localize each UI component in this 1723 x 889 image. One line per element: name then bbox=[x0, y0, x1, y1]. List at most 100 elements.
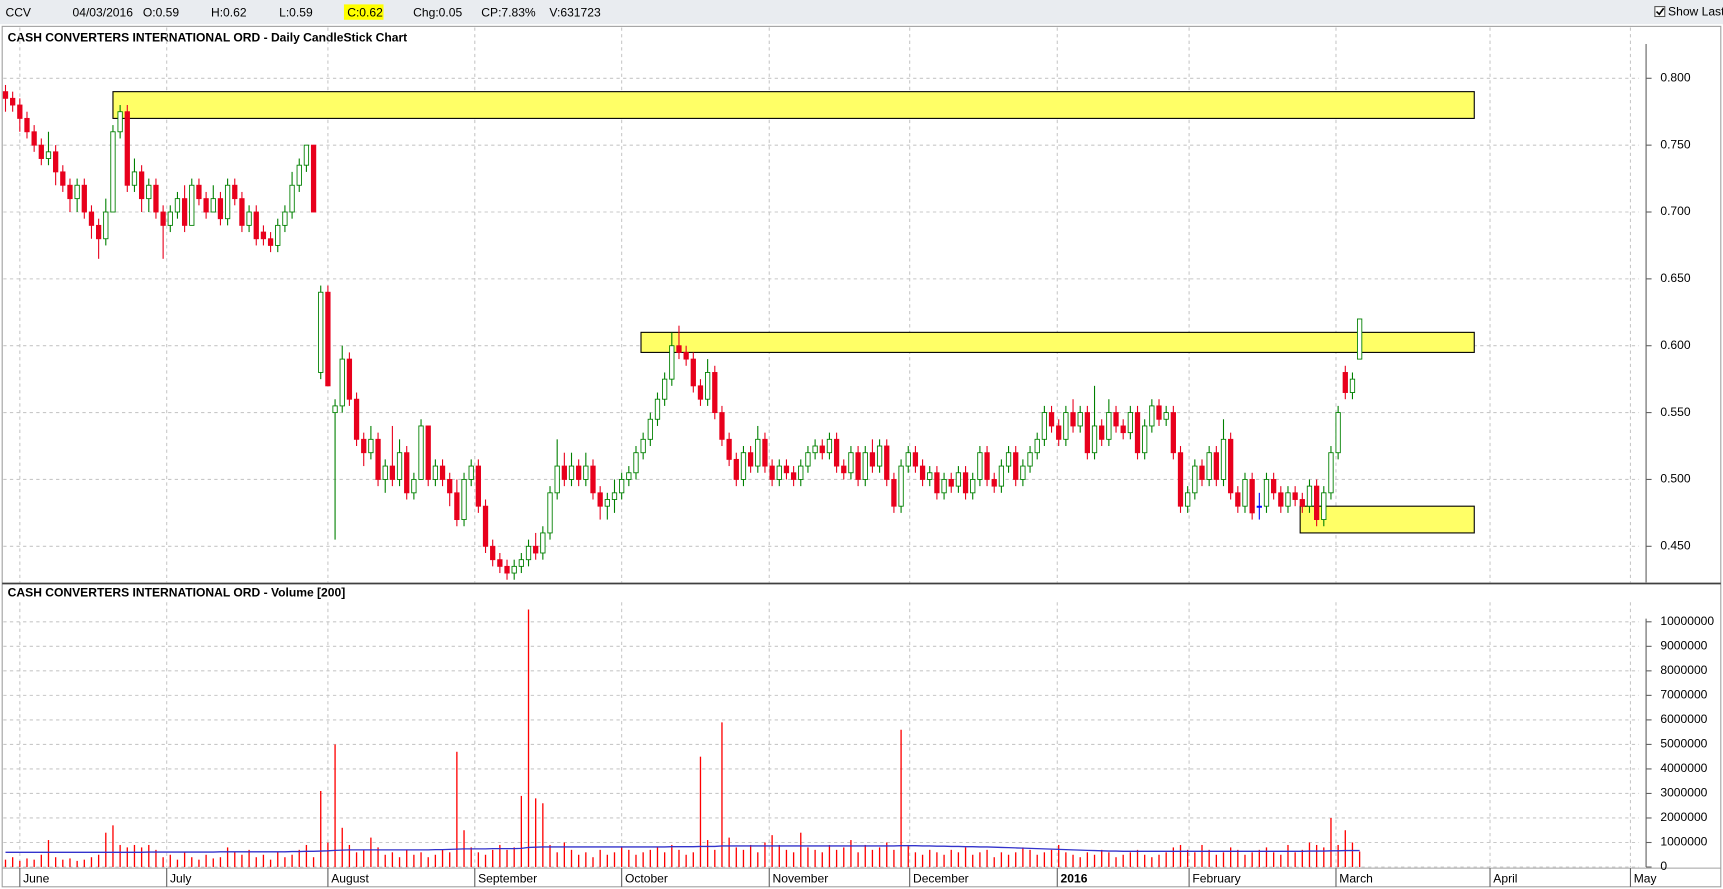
candle-body bbox=[1235, 492, 1241, 507]
candle-body bbox=[1084, 412, 1091, 454]
date: 04/03/2016 bbox=[73, 5, 134, 19]
y-tick-label: 0.550 bbox=[1660, 405, 1691, 419]
candle-body bbox=[1077, 412, 1083, 427]
candle-body bbox=[583, 465, 589, 480]
candle-body bbox=[1034, 438, 1040, 454]
candle-body bbox=[10, 97, 16, 106]
show-last-checkbox[interactable] bbox=[1654, 6, 1666, 18]
candle-body bbox=[1228, 438, 1234, 494]
candle-body bbox=[88, 211, 95, 226]
candle-body bbox=[110, 131, 116, 213]
show-last-label[interactable]: Show Last bbox=[1668, 4, 1723, 18]
low: L:0.59 bbox=[279, 5, 313, 19]
candle-body bbox=[17, 104, 23, 119]
candle-body bbox=[898, 465, 904, 507]
candle-body bbox=[2, 91, 9, 99]
y-tick-label: 0.450 bbox=[1660, 538, 1691, 552]
candle-body bbox=[934, 472, 940, 494]
candle-body bbox=[633, 452, 639, 474]
x-tick-label: September bbox=[478, 871, 537, 885]
x-tick-label: 2016 bbox=[1061, 871, 1088, 885]
candle-body bbox=[303, 144, 310, 166]
candle-body bbox=[60, 171, 66, 186]
candle-body bbox=[812, 445, 818, 454]
candle-body bbox=[232, 184, 238, 200]
candle-body bbox=[1321, 492, 1327, 521]
candle-body bbox=[1342, 372, 1348, 393]
price-zone bbox=[640, 331, 1475, 353]
candle-body bbox=[368, 438, 374, 454]
candle-body bbox=[762, 438, 768, 467]
candle-body bbox=[554, 465, 560, 494]
change: Chg:0.05 bbox=[413, 5, 462, 19]
candle-body bbox=[619, 479, 625, 494]
y-tick-label: 7000000 bbox=[1660, 688, 1707, 702]
candle-body bbox=[1106, 412, 1112, 440]
candle-body bbox=[289, 184, 295, 213]
candle-body bbox=[669, 345, 675, 380]
candle-body bbox=[310, 144, 317, 213]
candle-body bbox=[253, 211, 259, 240]
candle-body bbox=[447, 479, 453, 494]
candle-body bbox=[418, 425, 424, 480]
candle-body bbox=[776, 465, 782, 480]
candle-body bbox=[45, 151, 52, 159]
candle-body bbox=[690, 358, 696, 387]
checkmark bbox=[1655, 7, 1665, 16]
candle-body bbox=[196, 184, 202, 200]
candle-body bbox=[712, 372, 718, 414]
candle-body bbox=[160, 211, 166, 226]
candle-body bbox=[146, 184, 152, 200]
y-tick-label: 5000000 bbox=[1660, 737, 1707, 751]
volume-moving-average bbox=[5, 845, 1360, 853]
candle-body bbox=[275, 224, 281, 246]
candle-body bbox=[919, 465, 926, 480]
candle-body bbox=[568, 465, 575, 480]
candle-body bbox=[260, 231, 267, 240]
candle-body bbox=[38, 144, 44, 159]
chart-frame bbox=[1, 25, 1722, 888]
candle-body bbox=[167, 211, 173, 226]
candle-body bbox=[267, 238, 274, 246]
candle-body bbox=[181, 198, 188, 226]
candle-body bbox=[597, 492, 603, 507]
candle-body bbox=[224, 184, 231, 220]
candle-body bbox=[353, 398, 360, 440]
candle-body bbox=[24, 117, 30, 133]
candle-body bbox=[1041, 412, 1048, 440]
price-title: CASH CONVERTERS INTERNATIONAL ORD - Dail… bbox=[8, 31, 408, 45]
y-tick-label: 0.700 bbox=[1660, 204, 1691, 218]
candle-body bbox=[1120, 425, 1126, 434]
candle-body bbox=[540, 532, 546, 554]
candle-body bbox=[912, 452, 919, 467]
candle-body bbox=[1278, 492, 1284, 507]
candle-body bbox=[468, 465, 474, 480]
y-tick-label: 0.650 bbox=[1660, 271, 1691, 285]
candle-body bbox=[511, 565, 517, 574]
candle-body bbox=[1199, 465, 1205, 480]
candle-body bbox=[1149, 405, 1155, 427]
candle-body bbox=[891, 479, 897, 507]
candle-body bbox=[203, 198, 209, 213]
y-tick-label: 1000000 bbox=[1660, 835, 1707, 849]
candle-body bbox=[1192, 465, 1198, 494]
candle-body bbox=[95, 224, 102, 240]
candle-body bbox=[884, 445, 890, 480]
candle-body bbox=[332, 405, 338, 414]
candle-body bbox=[518, 559, 524, 567]
candle-body bbox=[1220, 438, 1227, 480]
candle-body bbox=[1113, 412, 1119, 427]
candle-body bbox=[654, 398, 661, 420]
candle-body bbox=[1048, 412, 1055, 427]
candle-body bbox=[31, 131, 37, 146]
price-zone bbox=[112, 91, 1475, 119]
candle-body bbox=[719, 412, 725, 440]
candle-body bbox=[346, 358, 353, 400]
candle-body bbox=[1056, 425, 1062, 440]
candle-body bbox=[1271, 479, 1277, 494]
candle-body bbox=[239, 198, 245, 226]
candle-body bbox=[1099, 425, 1105, 440]
candle-body bbox=[970, 479, 976, 494]
candle-body bbox=[790, 472, 797, 480]
volume-title: CASH CONVERTERS INTERNATIONAL ORD - Volu… bbox=[8, 586, 346, 600]
